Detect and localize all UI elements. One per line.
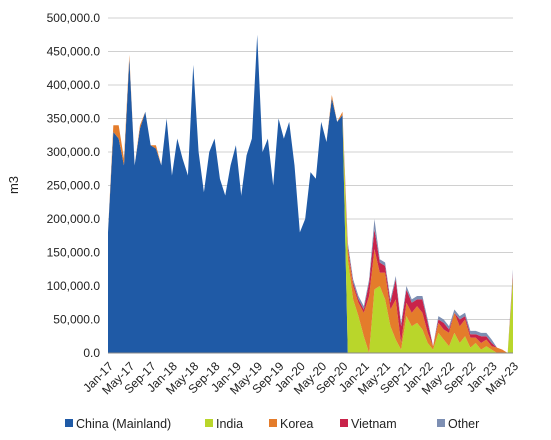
legend-label: India <box>216 417 243 431</box>
y-tick-label: 350,000.0 <box>47 112 101 126</box>
y-tick-label: 100,000.0 <box>47 279 101 293</box>
y-tick-label: 150,000.0 <box>47 246 101 260</box>
legend-label: Vietnam <box>351 417 397 431</box>
y-tick-label: 500,000.0 <box>47 11 101 25</box>
legend-label: Other <box>448 417 479 431</box>
y-tick-label: 200,000.0 <box>47 212 101 226</box>
y-tick-labels: 0.0 50,000.0 100,000.0 150,000.0 200,000.0 25… <box>47 11 101 360</box>
y-tick-label: 300,000.0 <box>47 145 101 159</box>
legend-swatch <box>65 419 73 427</box>
legend-label: China (Mainland) <box>76 417 171 431</box>
y-tick-label: 400,000.0 <box>47 78 101 92</box>
legend-label: Korea <box>280 417 313 431</box>
y-tick-label: 0.0 <box>83 346 100 360</box>
y-tick-label: 450,000.0 <box>47 45 101 59</box>
legend-swatch <box>437 419 445 427</box>
legend-swatch <box>205 419 213 427</box>
series-areas <box>108 34 513 353</box>
series-area-china-mainland <box>108 34 513 353</box>
y-tick-label: 250,000.0 <box>47 179 101 193</box>
legend-swatch <box>340 419 348 427</box>
x-tick-labels: Jan-17May-17Sep-17Jan-18May-18Sep-18Jan-… <box>80 359 521 397</box>
legend-swatch <box>269 419 277 427</box>
y-tick-label: 50,000.0 <box>53 313 100 327</box>
legend: China (Mainland) India Korea Vietnam Other <box>65 417 479 431</box>
y-axis-label: m3 <box>6 176 21 194</box>
